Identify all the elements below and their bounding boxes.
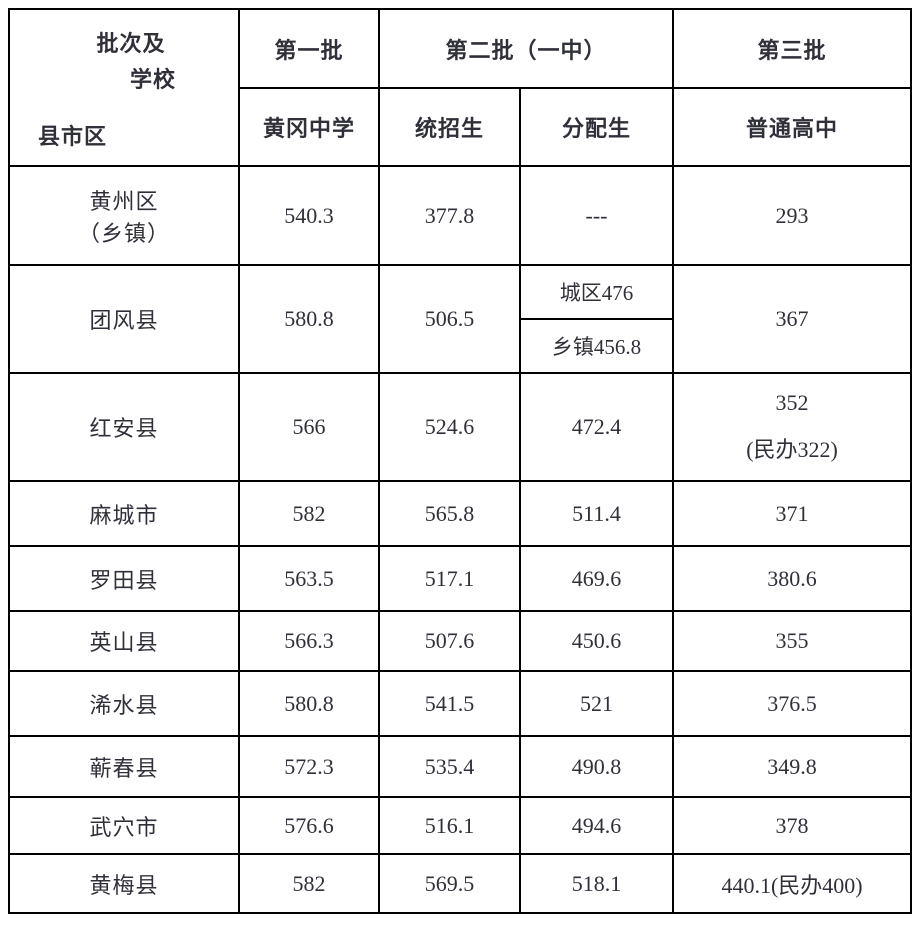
score-fenpei: 469.6 [518, 545, 675, 612]
score-fenpei: 472.4 [518, 372, 675, 482]
county-cell: 团风县 [8, 264, 240, 374]
fenpei-urban: 城区476 [522, 267, 672, 320]
county-cell: 罗田县 [8, 545, 240, 612]
score-tongzhao: 535.4 [378, 735, 521, 798]
score-first-batch: 566.3 [238, 610, 380, 672]
county-cell: 蕲春县 [8, 735, 240, 798]
score-fenpei: 511.4 [518, 480, 675, 547]
score-fenpei-split: 城区476 乡镇456.8 [518, 264, 675, 374]
score-first-batch: 566 [238, 372, 380, 482]
score-third-batch: 355 [672, 610, 913, 672]
admission-scores-table: 批次及 学校 县市区 第一批 第二批（一中） 第三批 黄冈中学 统招生 分配生 … [8, 8, 913, 914]
table-row-wuxue: 武穴市 576.6 516.1 494.6 378 [8, 796, 913, 855]
corner-label-school: 学校 [129, 67, 176, 92]
score-third-batch: 440.1(民办400) [672, 853, 913, 914]
score-third-batch: 293 [672, 165, 913, 266]
corner-label-batch: 批次及 [96, 31, 166, 56]
score-first-batch: 582 [238, 853, 380, 914]
score-tongzhao: 541.5 [378, 670, 521, 737]
header-fenpei: 分配生 [518, 87, 675, 167]
table-row-huangmei: 黄梅县 582 569.5 518.1 440.1(民办400) [8, 853, 913, 914]
score-first-batch: 572.3 [238, 735, 380, 798]
county-cell: 黄州区 （乡镇） [8, 165, 240, 266]
corner-label-county: 县市区 [38, 124, 108, 149]
score-third-batch: 378 [672, 796, 913, 855]
score-fenpei: --- [518, 165, 675, 266]
header-tongzhao: 统招生 [378, 87, 521, 167]
score-third-batch: 349.8 [672, 735, 913, 798]
score-first-batch: 580.8 [238, 670, 380, 737]
score-first-batch: 582 [238, 480, 380, 547]
county-cell: 英山县 [8, 610, 240, 672]
score-first-batch: 576.6 [238, 796, 380, 855]
score-third-batch: 371 [672, 480, 913, 547]
score-fenpei: 521 [518, 670, 675, 737]
score-fenpei: 490.8 [518, 735, 675, 798]
county-name-sub: （乡镇） [77, 220, 170, 246]
header-batch-1: 第一批 [238, 8, 380, 89]
score-tongzhao: 524.6 [378, 372, 521, 482]
score-tongzhao: 506.5 [378, 264, 521, 374]
table-row-qichun: 蕲春县 572.3 535.4 490.8 349.8 [8, 735, 913, 798]
score-first-batch: 580.8 [238, 264, 380, 374]
score-first-batch: 563.5 [238, 545, 380, 612]
county-cell: 武穴市 [8, 796, 240, 855]
header-batch-3: 第三批 [672, 8, 913, 89]
score-third-batch: 376.5 [672, 670, 913, 737]
header-batch-2: 第二批（一中） [377, 8, 675, 89]
score-fenpei: 518.1 [518, 853, 675, 914]
score-tongzhao: 377.8 [378, 165, 521, 266]
third-score-private: (民办322) [746, 437, 838, 462]
table-row-xishui: 浠水县 580.8 541.5 521 376.5 [8, 670, 913, 737]
score-tongzhao: 516.1 [378, 796, 521, 855]
county-cell: 麻城市 [8, 480, 240, 547]
score-third-batch: 352 (民办322) [672, 372, 913, 482]
county-name: 黄州区 [89, 188, 159, 214]
header-putong: 普通高中 [672, 87, 913, 167]
county-cell: 红安县 [8, 372, 240, 482]
corner-header-cell: 批次及 学校 县市区 [8, 8, 240, 167]
county-cell: 黄梅县 [8, 853, 240, 914]
header-row-batches: 批次及 学校 县市区 第一批 第二批（一中） 第三批 [8, 8, 913, 167]
score-tongzhao: 569.5 [378, 853, 521, 914]
table-row-luotian: 罗田县 563.5 517.1 469.6 380.6 [8, 545, 913, 612]
table-row-huangzhou: 黄州区 （乡镇） 540.3 377.8 --- 293 [8, 165, 913, 266]
score-tongzhao: 517.1 [378, 545, 521, 612]
score-fenpei: 494.6 [518, 796, 675, 855]
header-row-schools: 黄冈中学 统招生 分配生 普通高中 [9, 87, 913, 167]
fenpei-township: 乡镇456.8 [551, 335, 642, 359]
table-row-macheng: 麻城市 582 565.8 511.4 371 [8, 480, 913, 547]
score-third-batch: 380.6 [672, 545, 913, 612]
table-row-yingshan: 英山县 566.3 507.6 450.6 355 [8, 610, 913, 672]
score-first-batch: 540.3 [238, 165, 380, 266]
score-third-batch: 367 [672, 264, 913, 374]
county-cell: 浠水县 [8, 670, 240, 737]
third-score: 352 [775, 390, 809, 415]
score-tongzhao: 507.6 [378, 610, 521, 672]
score-fenpei: 450.6 [518, 610, 675, 672]
score-tongzhao: 565.8 [378, 480, 521, 547]
header-school-huanggang: 黄冈中学 [238, 87, 380, 167]
table-row-tuanfeng: 团风县 580.8 506.5 城区476 乡镇456.8 367 [8, 264, 913, 374]
table-row-hongan: 红安县 566 524.6 472.4 352 (民办322) [8, 372, 913, 482]
